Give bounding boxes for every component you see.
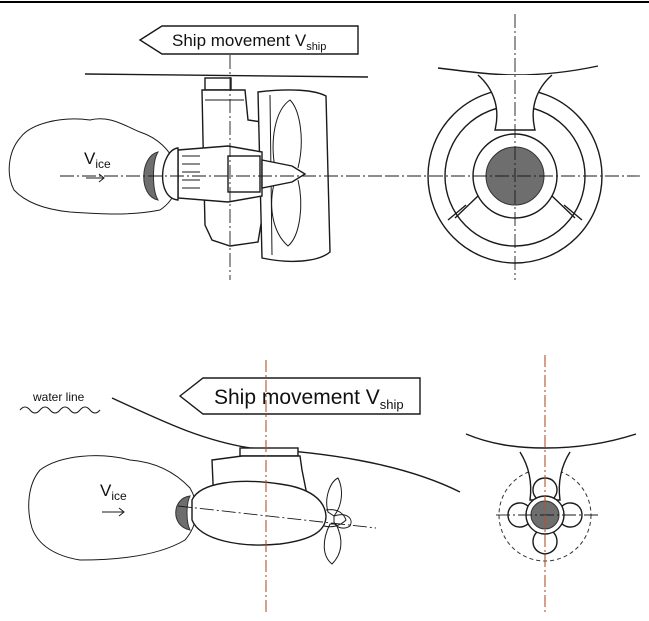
top-propeller-hub <box>261 159 307 189</box>
bottom-arrow-shape <box>178 377 421 415</box>
bottom-hub-cone <box>323 509 347 528</box>
water-line-wave <box>19 406 101 414</box>
bottom-pod-body <box>191 480 327 546</box>
bottom-blade-upper <box>326 477 342 517</box>
bottom-end-view <box>465 355 637 612</box>
top-arrow-text: Ship movement Vship <box>172 31 326 53</box>
bottom-ship-movement-arrow: Ship movement Vship <box>178 377 421 415</box>
top-ship-movement-arrow: Ship movement Vship <box>138 25 359 55</box>
bottom-ice-block <box>28 455 197 561</box>
top-ice-arrow <box>86 173 105 183</box>
bottom-end-hull <box>465 433 637 449</box>
bottom-shaft-centerline <box>177 505 377 529</box>
top-ice-label: Vice <box>84 149 111 171</box>
top-pod-ribs <box>182 155 200 189</box>
top-pod-motor <box>227 155 261 193</box>
top-arrow-shape <box>138 25 359 55</box>
top-propeller <box>271 99 302 247</box>
bottom-ice-arrow <box>102 507 125 517</box>
top-ice-label-sub: ice <box>95 157 111 171</box>
bottom-strut-flange <box>239 447 299 457</box>
top-ice-label-v: V <box>84 149 96 168</box>
bottom-ice-label-v: V <box>100 481 112 500</box>
top-strut-flange <box>204 77 232 91</box>
top-end-hull <box>437 65 599 76</box>
top-arrow-label-sub: ship <box>306 41 326 53</box>
water-line-label: water line <box>32 390 85 404</box>
top-blade-upper <box>272 99 302 169</box>
bottom-pod <box>175 447 347 546</box>
top-end-struts <box>454 195 576 219</box>
top-blade-lower <box>271 179 302 247</box>
top-figure: Ship movement Vship Vice <box>8 14 640 280</box>
top-hull-line <box>84 73 369 78</box>
bottom-ice-label: Vice <box>100 481 127 503</box>
bottom-propeller <box>323 477 352 565</box>
bottom-arrow-label: Ship movement V <box>214 386 380 409</box>
bottom-arrow-text: Ship movement Vship <box>214 386 404 412</box>
top-end-struts-outer <box>447 204 583 221</box>
bottom-blade-front <box>333 514 352 529</box>
bottom-arrow-label-sub: ship <box>380 397 404 412</box>
top-end-view <box>385 14 640 280</box>
bottom-blade-lower <box>323 523 342 565</box>
bottom-ice-contact-zone <box>175 495 191 531</box>
top-arrow-label: Ship movement V <box>172 31 307 50</box>
top-pod-nose <box>161 147 179 201</box>
bottom-ice-label-sub: ice <box>111 489 127 503</box>
bottom-figure: water line Ship movement Vship Vice <box>19 355 637 612</box>
